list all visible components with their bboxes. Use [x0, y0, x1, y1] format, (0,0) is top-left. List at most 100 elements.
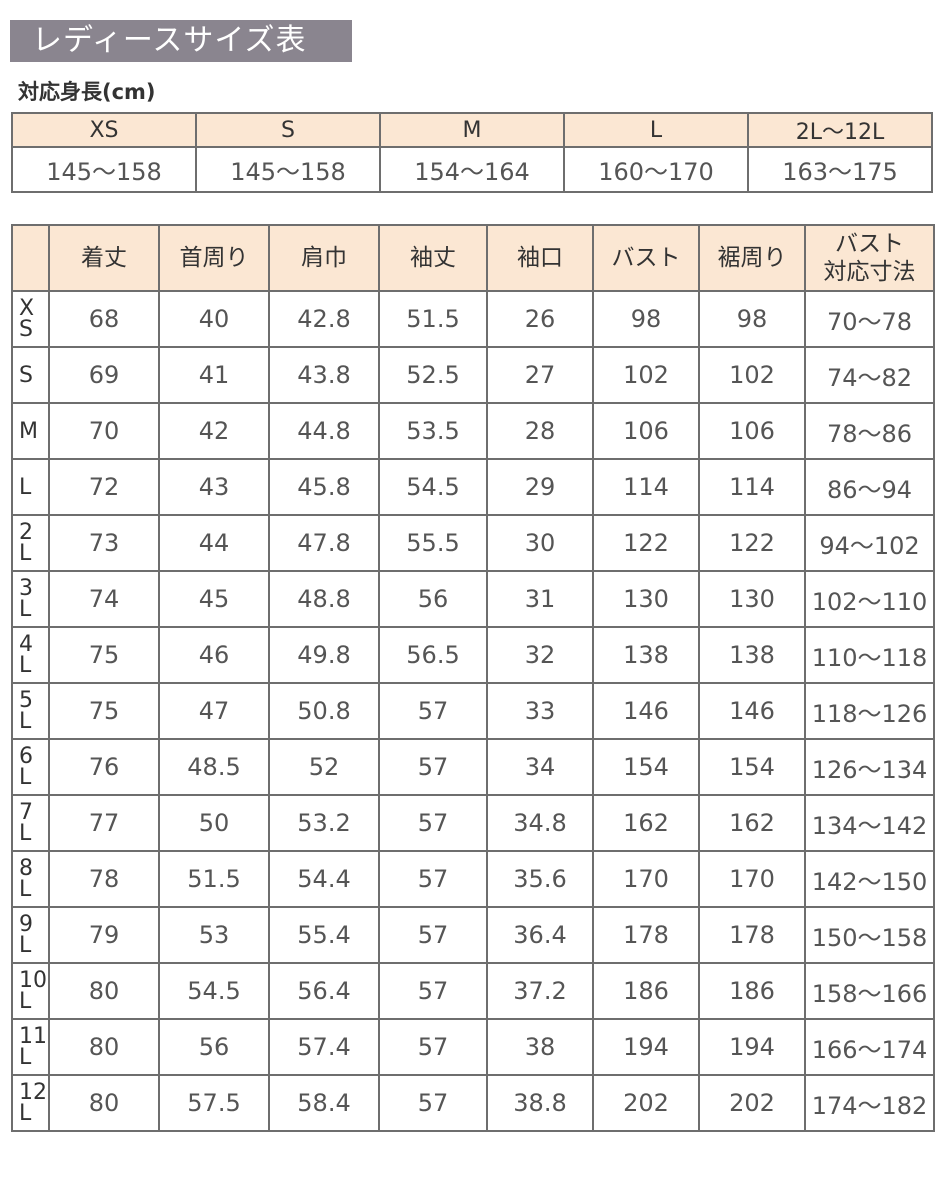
height-table: XS S M L 2L〜12L 145〜158 145〜158 154〜164 … — [11, 112, 933, 193]
table-cell: 77 — [48, 794, 160, 852]
table-cell: 80 — [48, 962, 160, 1020]
column-header: 肩巾 — [268, 224, 380, 292]
table-cell: 44 — [158, 514, 270, 572]
table-cell: 70 — [48, 402, 160, 460]
column-header — [11, 224, 50, 292]
height-range-row: 145〜158 145〜158 154〜164 160〜170 163〜175 — [11, 146, 933, 193]
table-cell: 56.5 — [378, 626, 488, 684]
table-row: 12 L 80 57.5 58.4 57 38.8 202 202 174〜182 — [11, 1074, 935, 1132]
table-cell: 74 — [48, 570, 160, 628]
size-header: M — [379, 112, 565, 148]
table-cell: 54.5 — [378, 458, 488, 516]
table-row: 6 L 76 48.5 52 57 34 154 154 126〜134 — [11, 738, 935, 796]
table-cell: 80 — [48, 1074, 160, 1132]
table-cell: 42.8 — [268, 290, 380, 348]
column-header: 袖丈 — [378, 224, 488, 292]
table-row: 7 L 77 50 53.2 57 34.8 162 162 134〜142 — [11, 794, 935, 852]
table-cell: 138 — [698, 626, 806, 684]
height-range: 145〜158 — [11, 146, 197, 193]
table-cell: 102 — [698, 346, 806, 404]
column-header: 首周り — [158, 224, 270, 292]
row-size-label: 6 L — [11, 738, 50, 796]
table-row: 9 L 79 53 55.4 57 36.4 178 178 150〜158 — [11, 906, 935, 964]
table-cell: 42 — [158, 402, 270, 460]
table-cell: 35.6 — [486, 850, 594, 908]
table-cell: 178 — [698, 906, 806, 964]
table-cell: 57 — [378, 1074, 488, 1132]
table-cell: 32 — [486, 626, 594, 684]
table-cell: 102 — [592, 346, 700, 404]
table-cell: 154 — [592, 738, 700, 796]
table-cell: 166〜174 — [804, 1018, 935, 1076]
table-cell: 28 — [486, 402, 594, 460]
height-range: 145〜158 — [195, 146, 381, 193]
table-cell: 186 — [698, 962, 806, 1020]
column-header: 袖口 — [486, 224, 594, 292]
table-cell: 53.2 — [268, 794, 380, 852]
table-cell: 70〜78 — [804, 290, 935, 348]
page-title: レディースサイズ表 — [10, 20, 352, 62]
table-cell: 57 — [378, 962, 488, 1020]
height-section-label: 対応身長(cm) — [18, 80, 156, 104]
table-cell: 34.8 — [486, 794, 594, 852]
table-row: 2 L 73 44 47.8 55.5 30 122 122 94〜102 — [11, 514, 935, 572]
table-cell: 57 — [378, 1018, 488, 1076]
table-cell: 45.8 — [268, 458, 380, 516]
size-header: L — [563, 112, 749, 148]
table-cell: 43.8 — [268, 346, 380, 404]
table-cell: 49.8 — [268, 626, 380, 684]
table-cell: 74〜82 — [804, 346, 935, 404]
row-size-label: 12 L — [11, 1074, 50, 1132]
table-cell: 53 — [158, 906, 270, 964]
table-cell: 178 — [592, 906, 700, 964]
table-cell: 134〜142 — [804, 794, 935, 852]
table-cell: 55.4 — [268, 906, 380, 964]
column-header: バスト — [592, 224, 700, 292]
height-size-row: XS S M L 2L〜12L — [11, 112, 933, 148]
table-row: 10 L 80 54.5 56.4 57 37.2 186 186 158〜166 — [11, 962, 935, 1020]
table-cell: 146 — [592, 682, 700, 740]
table-cell: 162 — [698, 794, 806, 852]
table-cell: 33 — [486, 682, 594, 740]
table-cell: 54.5 — [158, 962, 270, 1020]
table-cell: 34 — [486, 738, 594, 796]
height-range: 163〜175 — [747, 146, 933, 193]
table-cell: 98 — [698, 290, 806, 348]
table-cell: 186 — [592, 962, 700, 1020]
table-cell: 57 — [378, 794, 488, 852]
table-cell: 57.5 — [158, 1074, 270, 1132]
table-cell: 69 — [48, 346, 160, 404]
size-table: 着丈 首周り 肩巾 袖丈 袖口 バスト 裾周り バスト 対応寸法 X S 68 40 42.8 51.… — [11, 224, 935, 1132]
table-cell: 122 — [592, 514, 700, 572]
column-header: バスト 対応寸法 — [804, 224, 935, 292]
table-cell: 37.2 — [486, 962, 594, 1020]
table-cell: 44.8 — [268, 402, 380, 460]
table-cell: 46 — [158, 626, 270, 684]
table-cell: 106 — [698, 402, 806, 460]
table-cell: 130 — [592, 570, 700, 628]
table-cell: 56 — [158, 1018, 270, 1076]
table-cell: 154 — [698, 738, 806, 796]
table-cell: 45 — [158, 570, 270, 628]
row-size-label: 3 L — [11, 570, 50, 628]
size-table-header-row: 着丈 首周り 肩巾 袖丈 袖口 バスト 裾周り バスト 対応寸法 — [11, 224, 935, 292]
table-row: L 72 43 45.8 54.5 29 114 114 86〜94 — [11, 458, 935, 516]
table-row: M 70 42 44.8 53.5 28 106 106 78〜86 — [11, 402, 935, 460]
table-cell: 72 — [48, 458, 160, 516]
table-cell: 36.4 — [486, 906, 594, 964]
table-cell: 57 — [378, 906, 488, 964]
table-cell: 98 — [592, 290, 700, 348]
table-cell: 57.4 — [268, 1018, 380, 1076]
table-row: 11 L 80 56 57.4 57 38 194 194 166〜174 — [11, 1018, 935, 1076]
size-header: XS — [11, 112, 197, 148]
table-cell: 55.5 — [378, 514, 488, 572]
table-row: S 69 41 43.8 52.5 27 102 102 74〜82 — [11, 346, 935, 404]
row-size-label: 4 L — [11, 626, 50, 684]
table-cell: 27 — [486, 346, 594, 404]
size-header: S — [195, 112, 381, 148]
row-size-label: 9 L — [11, 906, 50, 964]
table-cell: 48.5 — [158, 738, 270, 796]
row-size-label: 8 L — [11, 850, 50, 908]
table-row: 5 L 75 47 50.8 57 33 146 146 118〜126 — [11, 682, 935, 740]
table-cell: 51.5 — [158, 850, 270, 908]
